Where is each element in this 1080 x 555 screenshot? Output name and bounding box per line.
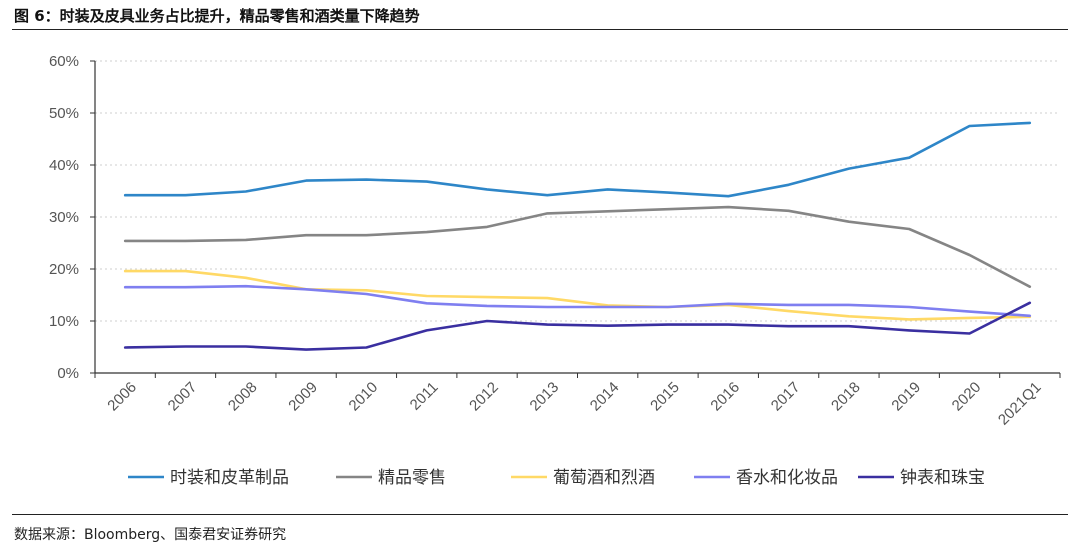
x-tick-labels: 2006 2007 2008 2009 2010 2011 2012 2013 2014 2015…	[104, 379, 1044, 429]
y-tick-label: 10%	[49, 313, 79, 330]
legend-label: 葡萄酒和烈酒	[553, 468, 655, 487]
x-tick-label: 2014	[587, 379, 623, 415]
y-tick-label: 0%	[57, 365, 79, 382]
x-tick-label: 2017	[768, 379, 804, 415]
x-tick-label: 2006	[104, 379, 140, 415]
figure-title: 图 6：时装及皮具业务占比提升，精品零售和酒类量下降趋势	[14, 7, 420, 25]
x-tick-label: 2019	[888, 379, 924, 415]
y-tick-label: 40%	[49, 157, 79, 174]
y-tick-labels: 0% 10% 20% 30% 40% 50% 60%	[49, 53, 79, 382]
axes	[90, 60, 1061, 378]
x-tick-label: 2008	[225, 379, 261, 415]
legend-label: 精品零售	[378, 468, 446, 487]
x-tick-label: 2012	[466, 379, 502, 415]
series-line-5	[123, 301, 1032, 351]
x-tick-label: 2015	[647, 379, 683, 415]
x-tick-label: 2016	[707, 379, 743, 415]
x-tick-label: 2007	[165, 379, 201, 415]
source-divider	[12, 514, 1068, 515]
x-tick-label: 2011	[407, 379, 442, 414]
x-tick-label: 2013	[527, 379, 563, 415]
y-tick-label: 50%	[49, 105, 79, 122]
x-tick-label: 2009	[285, 379, 321, 415]
legend: 时装和皮革制品 精品零售 葡萄酒和烈酒 香水和化妆品 钟表和珠宝	[128, 468, 985, 487]
series-line-4	[123, 284, 1032, 318]
series-line-1	[123, 121, 1032, 198]
x-tick-label: 2021Q1	[995, 379, 1045, 429]
legend-label: 香水和化妆品	[736, 468, 838, 487]
x-tick-label: 2018	[828, 379, 864, 415]
legend-label: 钟表和珠宝	[900, 468, 985, 487]
series-lines	[123, 121, 1032, 351]
x-tick-label: 2020	[949, 379, 985, 415]
grid-lines	[95, 60, 1060, 322]
series-line-2	[123, 205, 1032, 289]
y-tick-label: 20%	[49, 261, 79, 278]
title-divider	[12, 29, 1068, 30]
source-note: 数据来源：Bloomberg、国泰君安证券研究	[14, 527, 287, 543]
legend-label: 时装和皮革制品	[170, 468, 289, 487]
y-tick-label: 30%	[49, 209, 79, 226]
series-line-3	[123, 269, 1032, 321]
y-tick-label: 60%	[49, 53, 79, 70]
x-tick-label: 2010	[346, 379, 382, 415]
